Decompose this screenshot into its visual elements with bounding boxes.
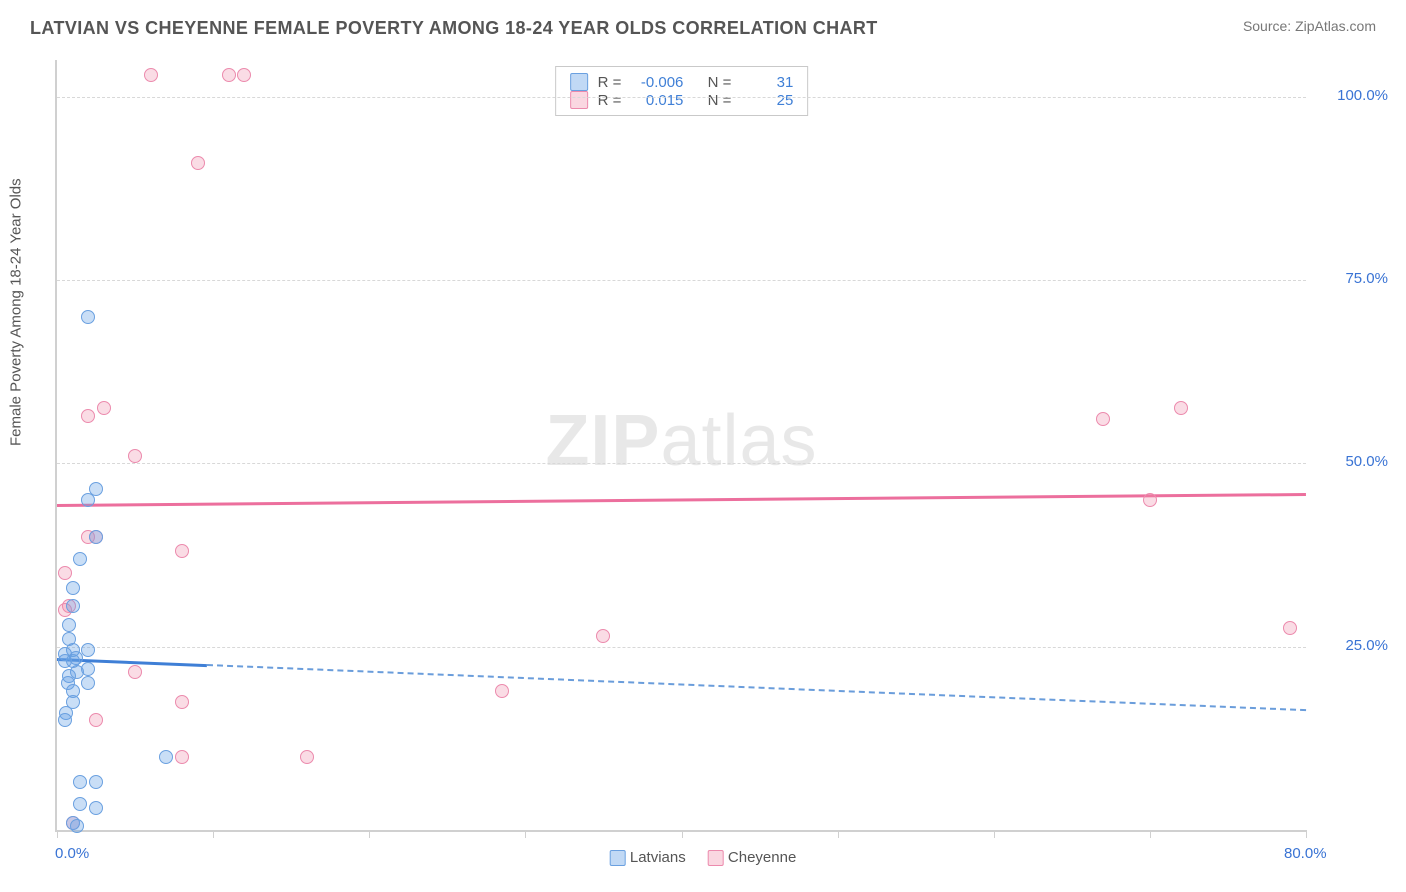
n-value: 31 [741,74,793,91]
x-tick-label: 0.0% [55,845,89,862]
swatch-blue-icon [570,73,588,91]
data-point-latvians [81,310,95,324]
x-tick [213,830,214,838]
swatch-blue-icon [610,850,626,866]
scatter-chart: ZIPatlas R = -0.006 N = 31 R = 0.015 N =… [55,60,1306,832]
data-point-cheyenne [89,713,103,727]
x-tick [1306,830,1307,838]
x-tick [369,830,370,838]
data-point-latvians [159,750,173,764]
data-point-cheyenne [175,544,189,558]
data-point-latvians [66,581,80,595]
data-point-latvians [89,530,103,544]
data-point-cheyenne [175,695,189,709]
y-axis-label: Female Poverty Among 18-24 Year Olds [8,178,25,446]
gridline [57,280,1306,281]
data-point-latvians [66,599,80,613]
trendline-cheyenne [57,493,1306,507]
series-legend: Latvians Cheyenne [610,849,797,866]
gridline [57,647,1306,648]
data-point-cheyenne [175,750,189,764]
data-point-latvians [81,493,95,507]
x-tick-label: 80.0% [1284,845,1327,862]
n-label: N = [708,92,732,109]
r-value: 0.015 [631,92,683,109]
r-value: -0.006 [631,74,683,91]
chart-title: LATVIAN VS CHEYENNE FEMALE POVERTY AMONG… [30,18,878,39]
x-tick [1150,830,1151,838]
legend-item-latvians: Latvians [610,849,686,866]
data-point-latvians [73,775,87,789]
legend-row-latvians: R = -0.006 N = 31 [570,73,794,91]
y-tick-label: 25.0% [1345,637,1388,654]
gridline [57,97,1306,98]
data-point-latvians [70,819,84,833]
data-point-cheyenne [58,566,72,580]
data-point-cheyenne [237,68,251,82]
data-point-cheyenne [144,68,158,82]
y-tick-label: 50.0% [1345,453,1388,470]
x-tick [838,830,839,838]
chart-header: LATVIAN VS CHEYENNE FEMALE POVERTY AMONG… [0,0,1406,47]
legend-item-cheyenne: Cheyenne [708,849,797,866]
legend-label: Cheyenne [728,849,796,866]
legend-label: Latvians [630,849,686,866]
n-label: N = [708,74,732,91]
data-point-cheyenne [1174,401,1188,415]
x-tick [525,830,526,838]
chart-source: Source: ZipAtlas.com [1243,18,1376,34]
data-point-latvians [81,643,95,657]
data-point-latvians [62,618,76,632]
data-point-cheyenne [191,156,205,170]
data-point-cheyenne [596,629,610,643]
y-tick-label: 75.0% [1345,270,1388,287]
data-point-latvians [73,797,87,811]
data-point-cheyenne [300,750,314,764]
data-point-latvians [58,654,72,668]
data-point-latvians [58,713,72,727]
n-value: 25 [741,92,793,109]
data-point-latvians [81,676,95,690]
data-point-cheyenne [1096,412,1110,426]
data-point-latvians [89,801,103,815]
trendline-latvians-dashed [207,664,1306,711]
r-label: R = [598,92,622,109]
correlation-legend: R = -0.006 N = 31 R = 0.015 N = 25 [555,66,809,116]
watermark-bold: ZIP [545,401,660,481]
legend-row-cheyenne: R = 0.015 N = 25 [570,91,794,109]
x-tick [682,830,683,838]
watermark: ZIPatlas [545,400,817,482]
gridline [57,463,1306,464]
r-label: R = [598,74,622,91]
data-point-cheyenne [222,68,236,82]
data-point-cheyenne [1143,493,1157,507]
data-point-cheyenne [1283,621,1297,635]
data-point-cheyenne [97,401,111,415]
data-point-cheyenne [128,449,142,463]
x-tick [57,830,58,838]
y-tick-label: 100.0% [1337,87,1388,104]
swatch-pink-icon [708,850,724,866]
data-point-latvians [89,775,103,789]
swatch-pink-icon [570,91,588,109]
watermark-rest: atlas [660,401,817,481]
data-point-cheyenne [81,409,95,423]
x-tick [994,830,995,838]
data-point-latvians [73,552,87,566]
data-point-cheyenne [128,665,142,679]
data-point-cheyenne [495,684,509,698]
